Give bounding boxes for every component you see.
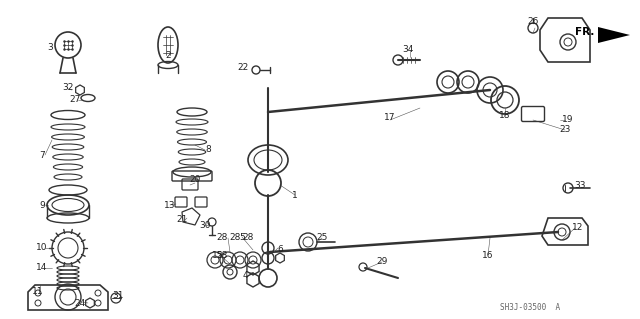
Polygon shape	[598, 27, 630, 43]
Text: 9: 9	[39, 201, 45, 210]
Text: 2: 2	[165, 50, 171, 60]
Text: 32: 32	[62, 84, 74, 93]
Text: 7: 7	[39, 151, 45, 160]
Text: 19: 19	[563, 115, 573, 124]
Text: 20: 20	[189, 175, 201, 184]
Text: 14: 14	[36, 263, 48, 272]
Text: 33: 33	[574, 181, 586, 189]
Text: 31: 31	[112, 291, 124, 300]
Text: 28: 28	[243, 234, 253, 242]
Text: 27: 27	[69, 95, 81, 105]
Text: 17: 17	[384, 114, 396, 122]
Text: 8: 8	[205, 145, 211, 154]
Text: 26: 26	[527, 18, 539, 26]
Text: 6: 6	[277, 246, 283, 255]
Text: 12: 12	[572, 224, 584, 233]
Text: 22: 22	[237, 63, 248, 72]
Text: SH3J-03500  A: SH3J-03500 A	[500, 303, 560, 313]
Text: 28: 28	[229, 234, 241, 242]
Text: 25: 25	[316, 234, 328, 242]
Text: 24: 24	[74, 299, 86, 308]
Text: 11: 11	[32, 287, 44, 296]
Text: 16: 16	[483, 250, 493, 259]
Text: 4: 4	[242, 271, 248, 279]
Text: 1: 1	[292, 190, 298, 199]
Text: 34: 34	[403, 46, 413, 55]
Text: 5: 5	[239, 234, 245, 242]
Text: 28: 28	[216, 251, 228, 261]
Text: 23: 23	[559, 125, 571, 135]
Text: 10: 10	[36, 243, 48, 253]
Text: 13: 13	[164, 201, 176, 210]
Text: 18: 18	[499, 110, 511, 120]
Text: 28: 28	[216, 234, 228, 242]
Text: 15: 15	[212, 250, 224, 259]
Text: 3: 3	[47, 43, 53, 53]
Text: 29: 29	[376, 257, 388, 266]
Text: 30: 30	[199, 220, 211, 229]
Text: 21: 21	[176, 216, 188, 225]
Text: FR.: FR.	[575, 27, 594, 37]
